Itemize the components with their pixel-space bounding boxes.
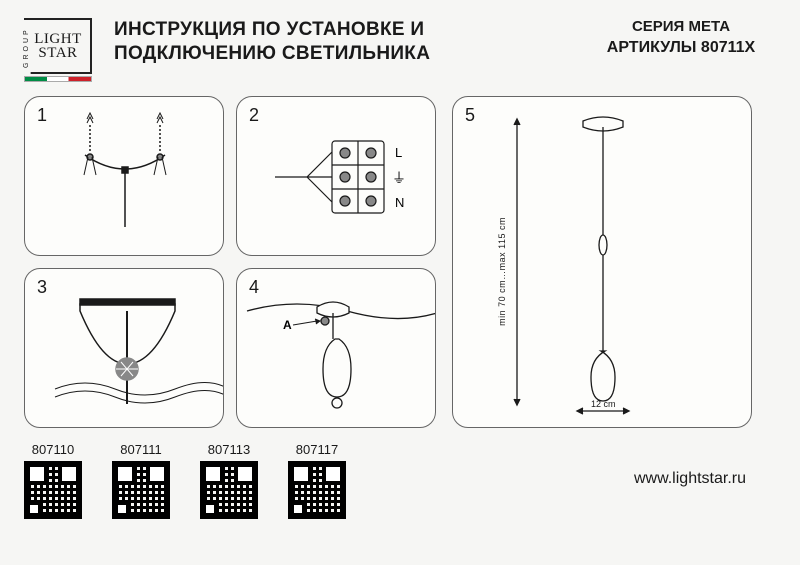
ground-icon: ⏚ [392, 170, 406, 186]
qr-item: 807113 [200, 442, 258, 519]
logo-line1: LIGHT [34, 32, 82, 46]
step-panel-5: 5 min 70 cm…max 115 cm 12 cm [452, 96, 752, 428]
logo: GROUP LIGHT STAR [24, 18, 92, 74]
step-number: 2 [249, 105, 259, 126]
qr-code-icon [24, 461, 82, 519]
step-panel-2: 2 L ⏚ N [236, 96, 436, 256]
article-label: АРТИКУЛЫ 80711X [586, 39, 776, 57]
footer: 807110 807111 807113 807117 www.lightsta… [24, 442, 776, 519]
step-4-diagram: A [237, 269, 436, 428]
meta-block: СЕРИЯ МЕТА АРТИКУЛЫ 80711X [586, 18, 776, 57]
qr-set: 807110 807111 807113 807117 [24, 442, 346, 519]
title-line2: ПОДКЛЮЧЕНИЮ СВЕТИЛЬНИКА [114, 42, 564, 66]
qr-code-icon [200, 461, 258, 519]
logo-line2: STAR [38, 46, 77, 60]
logo-group: GROUP [24, 20, 31, 76]
italy-flag-stripe [24, 76, 92, 82]
step-panel-1: 1 [24, 96, 224, 256]
main-grid: 1 2 [24, 96, 776, 428]
dimension-height: min 70 cm…max 115 cm [497, 217, 507, 326]
website-url: www.lightstar.ru [634, 442, 776, 488]
title-block: ИНСТРУКЦИЯ ПО УСТАНОВКЕ И ПОДКЛЮЧЕНИЮ СВ… [114, 18, 564, 66]
step-1-diagram [25, 97, 224, 256]
logo-block: GROUP LIGHT STAR [24, 18, 92, 82]
qr-item: 807110 [24, 442, 82, 519]
qr-code-label: 807110 [24, 442, 82, 457]
step-3-diagram [25, 269, 224, 428]
dimension-width: 12 cm [591, 399, 616, 409]
step-panel-4: 4 A [236, 268, 436, 428]
qr-item: 807111 [112, 442, 170, 519]
step4-arrow-label: A [283, 318, 292, 332]
qr-code-label: 807111 [112, 442, 170, 457]
title-line1: ИНСТРУКЦИЯ ПО УСТАНОВКЕ И [114, 18, 564, 42]
header: GROUP LIGHT STAR ИНСТРУКЦИЯ ПО УСТАНОВКЕ… [24, 18, 776, 82]
qr-code-icon [288, 461, 346, 519]
step-number: 1 [37, 105, 47, 126]
step-panel-3: 3 [24, 268, 224, 428]
step-number: 3 [37, 277, 47, 298]
qr-code-label: 807117 [288, 442, 346, 457]
series-label: СЕРИЯ МЕТА [586, 18, 776, 35]
qr-code-label: 807113 [200, 442, 258, 457]
steps-grid: 1 2 [24, 96, 436, 428]
wire-label-N: N [395, 195, 404, 210]
step-number: 5 [465, 105, 475, 126]
qr-code-icon [112, 461, 170, 519]
step-number: 4 [249, 277, 259, 298]
qr-item: 807117 [288, 442, 346, 519]
step-2-diagram: L ⏚ N [237, 97, 436, 256]
wire-label-L: L [395, 145, 402, 160]
